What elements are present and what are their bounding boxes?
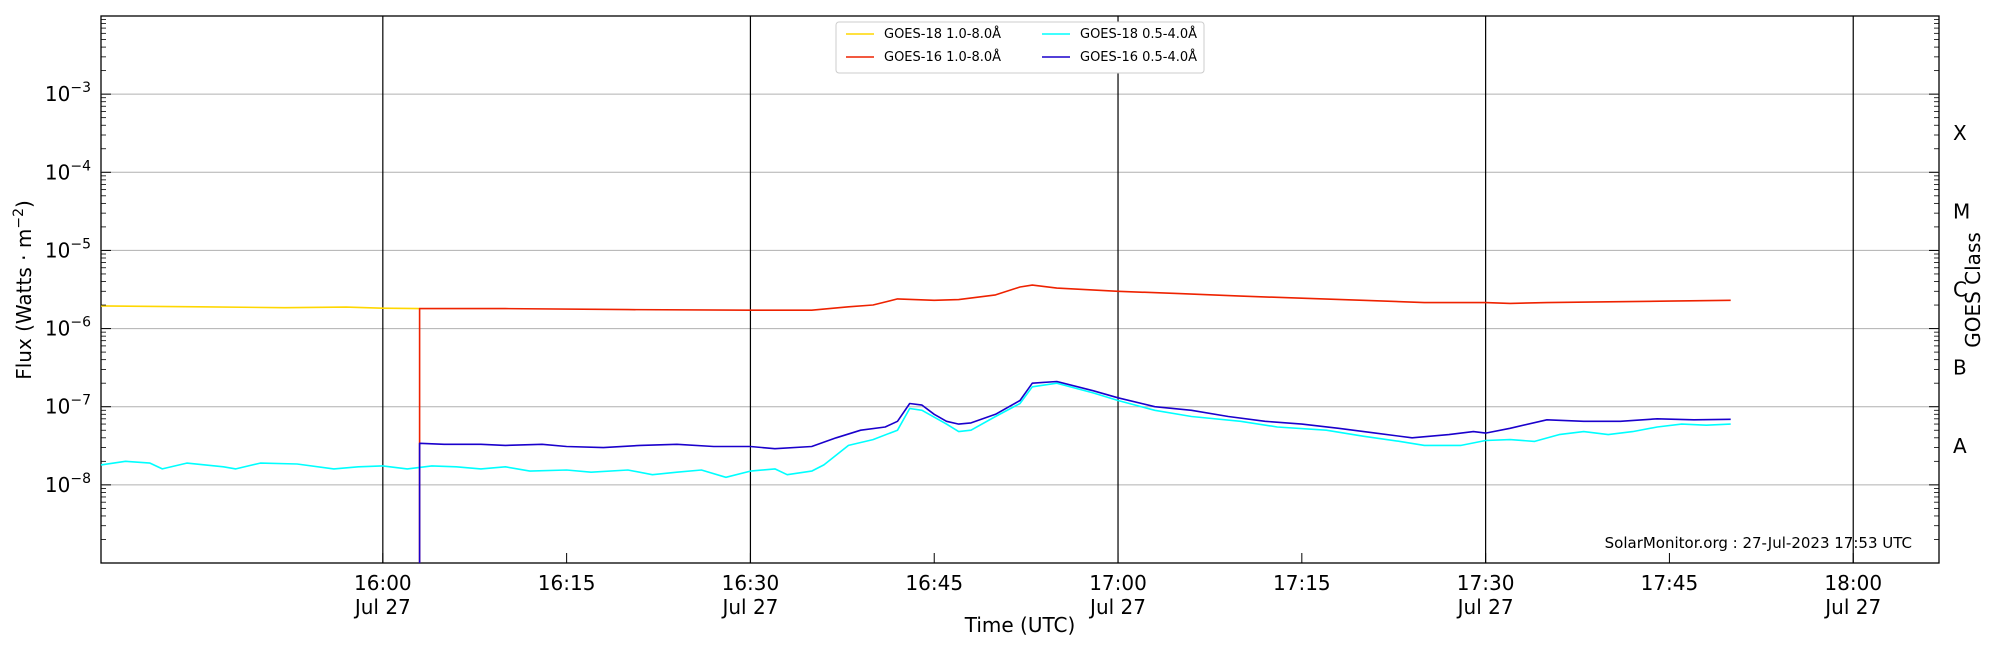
x-tick-label: 17:45 [1641, 571, 1699, 595]
x-tick-label: 17:00 [1089, 571, 1147, 595]
series-line-2 [418, 284, 1731, 563]
y2-axis-title: GOES Class [1961, 232, 1985, 348]
x-tick-date-label: Jul 27 [1456, 595, 1514, 619]
legend-label: GOES-16 1.0-8.0Å [884, 49, 1001, 65]
x-tick-date-label: Jul 27 [720, 595, 778, 619]
legend-label: GOES-18 1.0-8.0Å [884, 26, 1001, 42]
x-tick-label: 16:15 [538, 571, 596, 595]
series-layer [100, 284, 1731, 563]
x-tick-label: 16:30 [722, 571, 780, 595]
goes-class-label: A [1953, 434, 1967, 458]
legend: GOES-18 1.0-8.0Å GOES-16 1.0-8.0Å GOES-18 … [835, 21, 1205, 74]
x-tick-date-label: Jul 27 [1088, 595, 1146, 619]
x-tick-date-label: Jul 27 [1823, 595, 1881, 619]
y-tick-label: 10−8 [45, 471, 91, 497]
x-tick-date-label: Jul 27 [353, 595, 411, 619]
legend-box [835, 21, 1205, 74]
series-line-3 [100, 382, 1731, 479]
series-line-1 [100, 305, 420, 310]
credit-annotation: SolarMonitor.org : 27-Jul-2023 17:53 UTC [1605, 534, 1912, 552]
grid-layer [101, 93, 1939, 486]
y-axis-title: Flux (Watts · m−2) [11, 200, 36, 380]
legend-label: GOES-18 0.5-4.0Å [1080, 26, 1197, 42]
x-tick-label: 17:30 [1457, 571, 1515, 595]
vertical-time-markers [382, 16, 1854, 563]
goes-class-label: C [1953, 278, 1967, 302]
y-tick-label: 10−4 [45, 158, 91, 184]
y-tick-label: 10−5 [45, 236, 91, 262]
x-tick-label: 16:00 [354, 571, 412, 595]
y-tick-label: 10−6 [45, 315, 91, 341]
series-line-4 [418, 380, 1731, 563]
legend-items: GOES-18 1.0-8.0Å GOES-16 1.0-8.0Å GOES-18 … [846, 26, 1197, 65]
y-tick-label: 10−3 [45, 80, 91, 106]
x-tick-label: 18:00 [1824, 571, 1882, 595]
plot-frame [100, 15, 1940, 564]
goes-class-label: B [1953, 356, 1967, 380]
y-axis-ticks: 10−8 10−7 10−6 10−5 10−4 10−3 [45, 19, 1939, 540]
legend-label: GOES-16 0.5-4.0Å [1080, 49, 1197, 65]
x-axis-title: Time (UTC) [964, 613, 1076, 637]
x-tick-label: 16:45 [905, 571, 963, 595]
goes-class-label: M [1953, 199, 1970, 223]
goes-class-label: X [1953, 121, 1967, 145]
goes-class-labels: A B C M X [1953, 121, 1970, 458]
x-tick-label: 17:15 [1273, 571, 1331, 595]
y-tick-label: 10−7 [45, 393, 91, 419]
